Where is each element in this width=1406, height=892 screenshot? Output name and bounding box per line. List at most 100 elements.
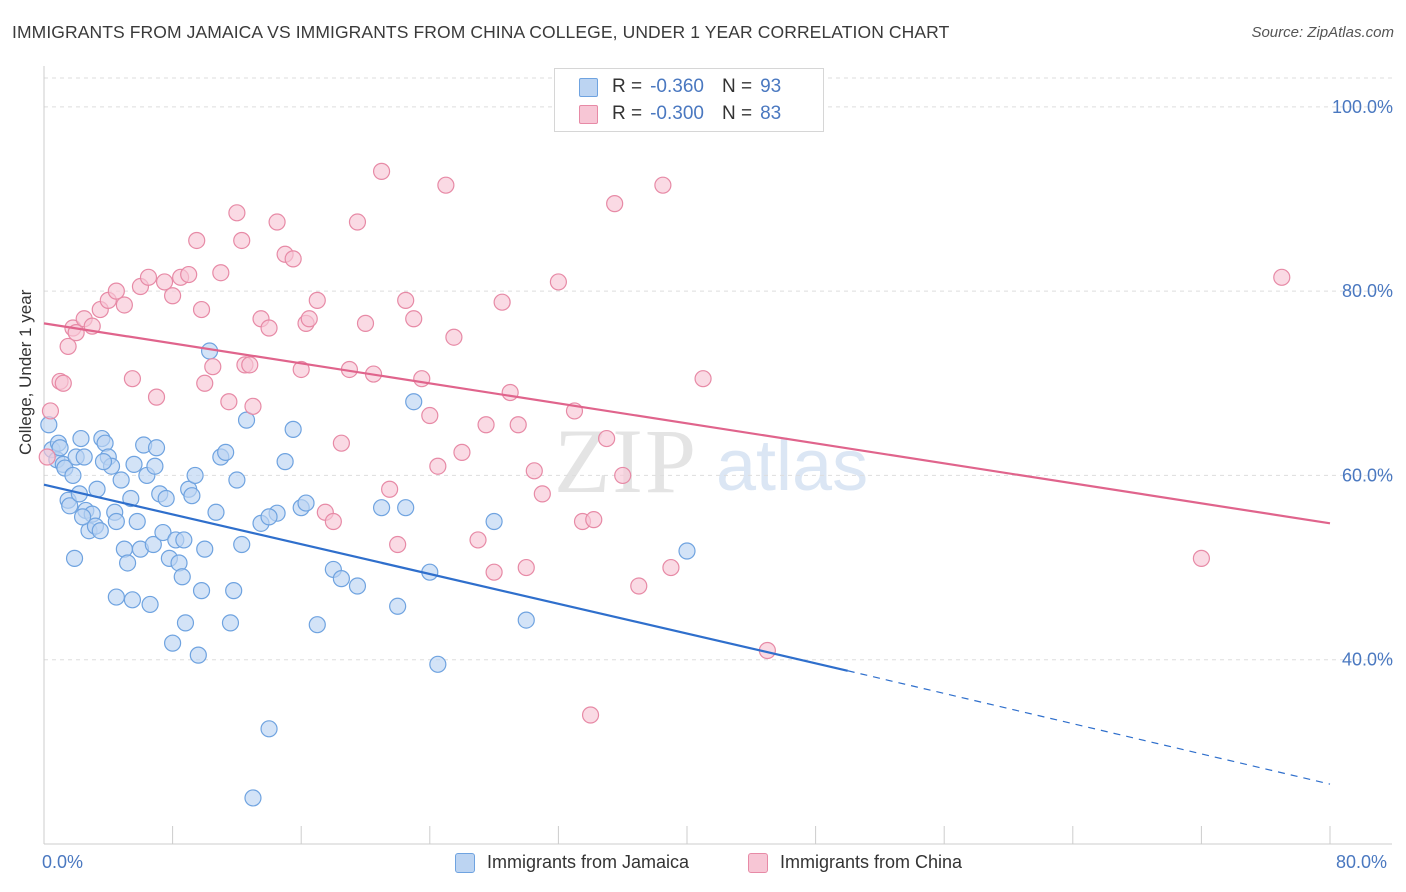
jamaica-point <box>276 453 294 471</box>
china-trend-line <box>43 322 1331 525</box>
jamaica-point <box>397 499 415 517</box>
china-point <box>606 195 624 213</box>
source-label: Source: ZipAtlas.com <box>1251 24 1394 41</box>
china-point <box>41 402 60 420</box>
jamaica-point <box>157 489 175 508</box>
jamaica-point <box>75 448 93 466</box>
legend-item-jamaica[interactable]: Immigrants from Jamaica <box>455 852 689 873</box>
china-point <box>453 443 471 461</box>
jamaica-point <box>405 393 423 411</box>
jamaica-point <box>297 494 315 512</box>
china-point <box>549 273 568 291</box>
jamaica-point <box>244 789 262 807</box>
y-axis-label: College, Under 1 year <box>16 289 35 455</box>
correlation-legend: R = -0.360 N = 93 R = -0.300 N = 83 <box>554 68 824 132</box>
jamaica-point <box>517 611 535 629</box>
jamaica-point <box>61 497 79 515</box>
china-point <box>59 337 77 356</box>
legend-item-label: Immigrants from Jamaica <box>487 852 690 872</box>
legend-n-label: N = <box>721 76 753 97</box>
watermark-atlas: atlas <box>716 426 868 506</box>
china-point <box>188 231 206 250</box>
y-tick-labels: 40.0% 60.0% 80.0% 100.0% <box>1332 97 1393 670</box>
jamaica-point <box>485 512 503 531</box>
jamaica-point <box>73 508 92 526</box>
china-point <box>501 383 519 402</box>
china-point <box>233 231 251 250</box>
jamaica-point <box>164 634 182 652</box>
china-point <box>300 310 318 328</box>
china-point <box>445 328 463 346</box>
china-point <box>292 360 310 379</box>
china-point <box>220 393 238 411</box>
china-point <box>332 434 350 452</box>
watermark-zip: ZIP <box>554 410 698 512</box>
jamaica-point <box>217 443 235 461</box>
jamaica-point <box>225 582 243 600</box>
jamaica-point <box>175 531 193 549</box>
jamaica-point <box>107 588 125 606</box>
legend-r-label: R = <box>612 103 643 124</box>
china-point <box>509 416 527 434</box>
china-point <box>614 466 632 485</box>
jamaica-point <box>51 439 69 457</box>
china-point <box>598 429 616 448</box>
jamaica-point <box>260 508 278 526</box>
china-point <box>485 563 503 581</box>
jamaica-point <box>260 720 278 738</box>
china-point <box>268 213 286 231</box>
china-point <box>694 370 712 388</box>
china-swatch <box>579 104 598 124</box>
watermark: ZIP atlas <box>554 410 868 512</box>
jamaica-point <box>91 522 109 540</box>
jamaica-points <box>40 342 696 807</box>
china-point <box>581 706 600 724</box>
china-point <box>437 176 455 194</box>
jamaica-point <box>348 577 367 595</box>
china-point <box>38 448 56 466</box>
china-point <box>1273 268 1291 286</box>
jamaica-point <box>372 499 391 517</box>
legend-item-china[interactable]: Immigrants from China <box>748 852 962 873</box>
china-point <box>525 462 543 480</box>
china-point <box>405 310 423 328</box>
china-swatch <box>748 852 768 873</box>
y-tick-label: 60.0% <box>1342 465 1393 485</box>
china-point <box>54 374 72 392</box>
jamaica-point <box>233 535 251 554</box>
china-point <box>533 485 551 503</box>
china-point <box>123 370 142 388</box>
jamaica-point <box>154 523 172 542</box>
china-point <box>115 296 133 314</box>
china-point <box>429 457 447 475</box>
y-tick-label: 100.0% <box>1332 97 1393 117</box>
jamaica-point <box>125 455 143 473</box>
china-point <box>244 397 262 415</box>
jamaica-point <box>284 420 302 438</box>
jamaica-trend-line <box>43 483 848 672</box>
jamaica-point <box>207 503 225 521</box>
legend-r-label: R = <box>612 76 643 97</box>
china-point <box>308 291 326 309</box>
legend-row-jamaica: R = -0.360 N = 93 <box>579 73 781 101</box>
china-point <box>139 268 158 286</box>
jamaica-point <box>123 591 142 609</box>
jamaica-point <box>429 655 447 673</box>
china-point <box>284 250 302 268</box>
china-point <box>477 416 495 434</box>
jamaica-point <box>141 595 159 614</box>
china-point <box>180 265 198 284</box>
china-point <box>107 282 125 300</box>
trend-lines <box>43 322 1331 785</box>
jamaica-swatch <box>579 77 598 97</box>
jamaica-point <box>144 535 162 554</box>
jamaica-point <box>107 512 125 531</box>
china-point <box>324 512 342 531</box>
x-tick-left: 0.0% <box>42 852 84 872</box>
jamaica-point <box>192 582 211 600</box>
china-point <box>155 273 174 291</box>
series-legend: Immigrants from Jamaica Immigrants from … <box>0 852 1406 878</box>
jamaica-point <box>308 616 326 634</box>
jamaica-point <box>237 411 256 429</box>
jamaica-point <box>173 568 191 586</box>
